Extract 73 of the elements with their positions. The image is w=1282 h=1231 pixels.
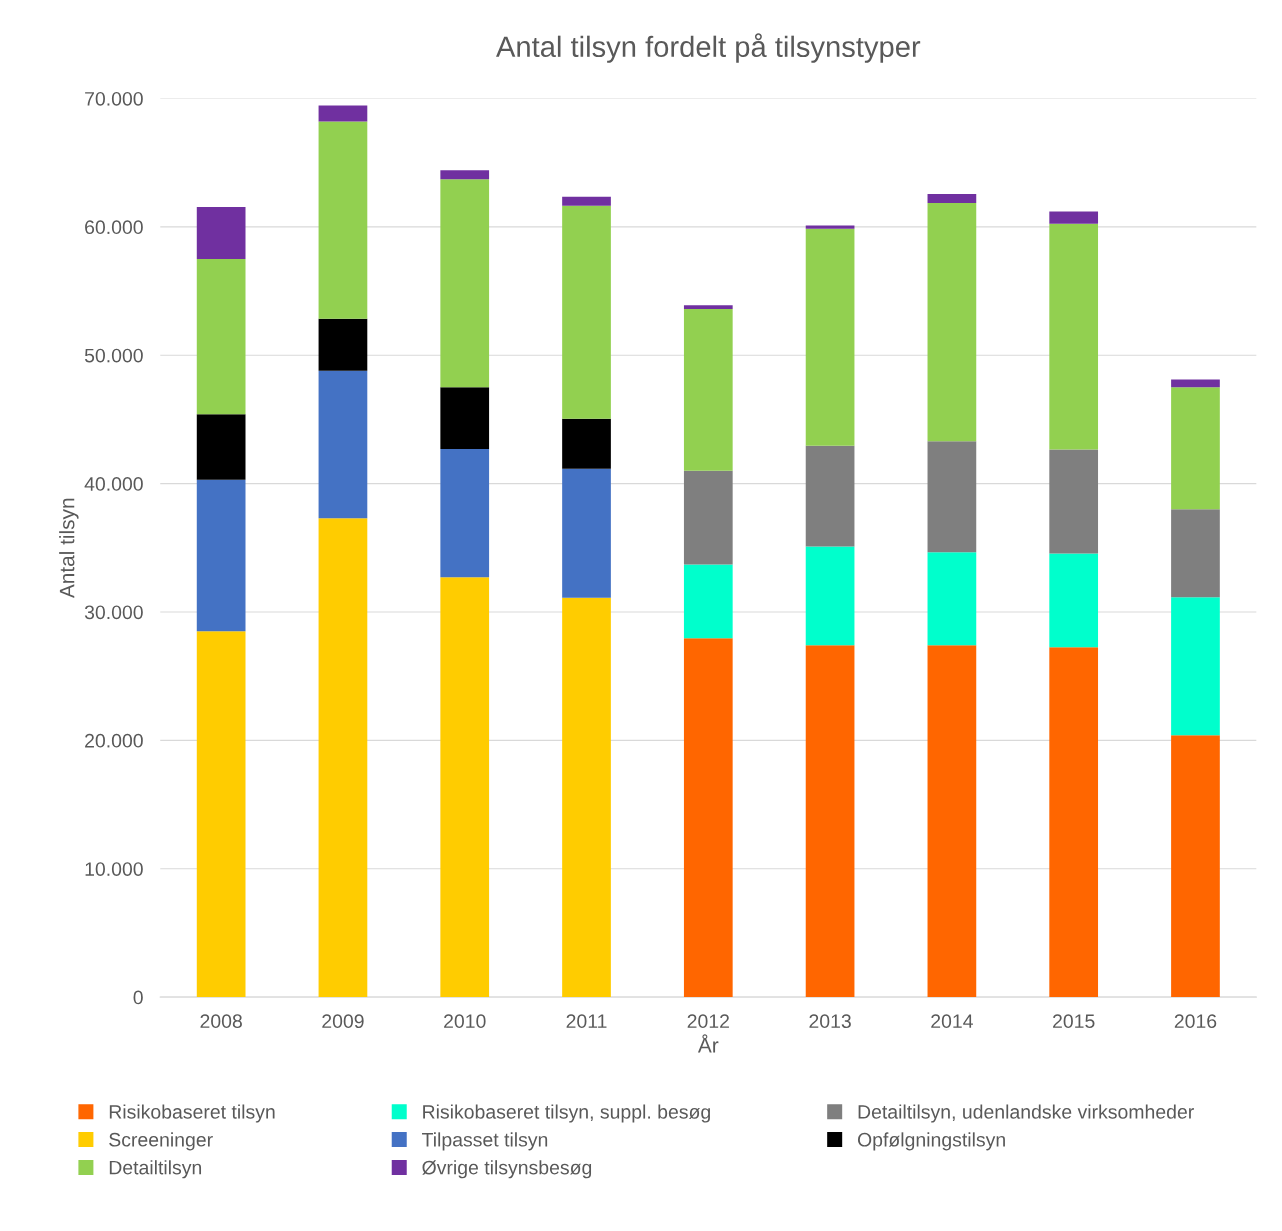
x-tick-label: 2016 <box>1174 1014 1217 1029</box>
x-tick-label: 2008 <box>200 1014 242 1029</box>
bar <box>1171 379 1220 388</box>
bar <box>805 546 855 646</box>
legend-label: Tilpasset tilsyn <box>422 1132 548 1151</box>
y-tick-label: 40.000 <box>84 477 143 491</box>
x-tick-label: 2009 <box>322 1014 364 1029</box>
bar <box>440 448 490 578</box>
bar <box>805 645 855 998</box>
y-tick-label: 50.000 <box>84 348 143 363</box>
bar <box>196 631 246 998</box>
bar <box>440 179 490 388</box>
bar <box>683 305 733 310</box>
x-tick-label: 2013 <box>809 1014 851 1029</box>
y-tick-label: 10.000 <box>85 862 143 876</box>
y-tick-label: 70.000 <box>85 91 143 106</box>
y-tick-label: 0 <box>133 990 143 1005</box>
x-axis-title: År <box>697 1034 719 1053</box>
legend-label: Detailtilsyn <box>109 1160 202 1179</box>
bar <box>562 205 611 419</box>
legend-label: Opfølgningstilsyn <box>857 1132 1005 1151</box>
bar <box>805 445 855 547</box>
bar <box>562 418 611 469</box>
bar <box>683 564 733 639</box>
legend-label: Øvrige tilsynsbesøg <box>422 1160 592 1179</box>
bar <box>683 309 733 471</box>
bar <box>318 105 368 122</box>
bar <box>318 318 368 371</box>
bar <box>196 258 246 415</box>
bar <box>1049 211 1099 224</box>
bar <box>1049 223 1099 450</box>
bar <box>1171 387 1220 510</box>
bar <box>1171 597 1220 736</box>
bar <box>805 225 855 229</box>
y-axis-title: Antal tilsyn <box>59 498 79 599</box>
bar <box>1171 509 1220 598</box>
x-tick-label: 2012 <box>687 1014 729 1029</box>
bar <box>683 470 733 565</box>
legend-label: Detailtilsyn, udenlandske virksomheder <box>858 1104 1194 1123</box>
bar <box>318 518 368 998</box>
legend-label: Risikobaseret tilsyn, suppl. besøg <box>423 1104 710 1123</box>
bar <box>196 479 246 632</box>
x-tick-label: 2014 <box>931 1014 973 1029</box>
bar <box>196 414 246 480</box>
bar <box>1049 647 1099 998</box>
bar <box>927 645 977 998</box>
y-tick-label: 60.000 <box>85 220 143 235</box>
bar <box>440 387 490 449</box>
bar <box>805 228 855 446</box>
x-tick-label: 2011 <box>566 1014 607 1029</box>
x-tick-label: 2010 <box>444 1014 486 1029</box>
bar <box>318 370 368 519</box>
chart-title: Antal tilsyn fordelt på tilsynstyper <box>496 33 921 63</box>
x-tick-label: 2015 <box>1053 1014 1095 1029</box>
bar <box>562 196 611 206</box>
legend-label: Screeninger <box>109 1132 213 1151</box>
bar <box>440 577 490 998</box>
bar <box>562 468 611 598</box>
bar <box>927 203 977 442</box>
legend-label: Risikobaseret tilsyn <box>109 1104 275 1123</box>
bar <box>1049 553 1099 648</box>
bar <box>927 552 977 646</box>
bar <box>318 121 368 319</box>
bar <box>196 206 246 259</box>
y-tick-label: 20.000 <box>85 733 143 748</box>
bar <box>927 194 977 204</box>
bar <box>683 638 733 998</box>
bar <box>1171 735 1220 998</box>
bar <box>440 170 490 180</box>
bar <box>927 441 977 553</box>
bar <box>562 597 611 998</box>
y-tick-label: 30.000 <box>84 605 143 620</box>
bar <box>1049 449 1099 554</box>
